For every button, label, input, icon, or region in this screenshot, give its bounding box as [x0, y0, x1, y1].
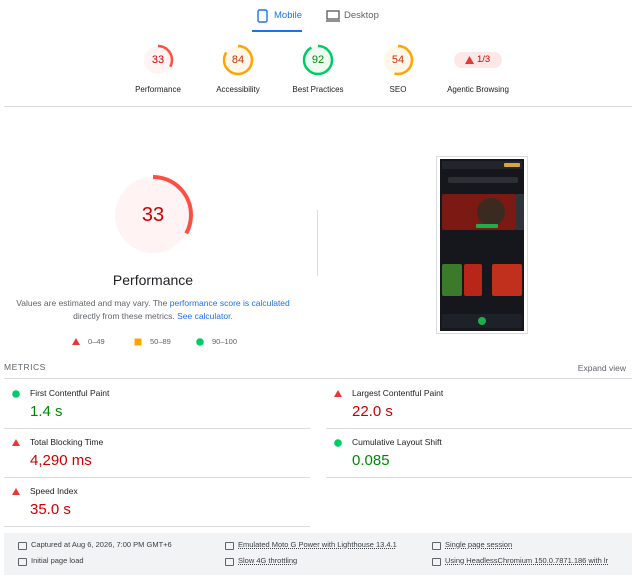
- footer-item: Initial page load: [31, 556, 84, 565]
- note-link[interactable]: See calculator.: [177, 311, 233, 321]
- tab-icon: [326, 10, 340, 22]
- metric-value: 0.085: [352, 452, 390, 469]
- metric-icon: [12, 488, 20, 495]
- gauge-score: 92: [312, 54, 324, 66]
- legend-icon: [134, 338, 142, 346]
- footer: [4, 533, 632, 575]
- category-gauge[interactable]: 54: [380, 42, 416, 78]
- gauge-arc: [142, 44, 174, 76]
- circle: [196, 338, 204, 346]
- footer-icon: [432, 558, 441, 566]
- note-text: Values are estimated and may vary. The: [16, 298, 168, 308]
- triangle: [12, 439, 20, 446]
- footer-icon: [18, 542, 27, 550]
- gauge-score: 33: [152, 54, 164, 66]
- category-gauge[interactable]: 92: [300, 42, 336, 78]
- gauge-bg: [144, 46, 172, 74]
- triangle: [72, 338, 80, 345]
- tab[interactable]: Desktop: [344, 10, 379, 21]
- metric-icon: [334, 390, 342, 397]
- category-label: Best Practices: [292, 85, 344, 94]
- gauge-arc: [113, 175, 193, 255]
- footer-icon: [225, 558, 234, 566]
- page-screenshot: [436, 156, 528, 334]
- metric-value: 1.4 s: [30, 403, 63, 420]
- metric-value: 4,290 ms: [30, 452, 92, 469]
- triangle: [334, 390, 342, 397]
- category-gauge[interactable]: 33: [140, 42, 176, 78]
- fail-icon: [465, 56, 474, 64]
- footer-icon: [18, 558, 27, 566]
- metric-icon: [12, 439, 20, 446]
- legend-icon: [72, 338, 80, 345]
- footer-item: Captured at Aug 6, 2026, 7:00 PM GMT+6: [31, 540, 172, 549]
- category-label: SEO: [389, 85, 407, 94]
- note-text: directly from these metrics.: [73, 311, 175, 321]
- gauge-score: 33: [142, 204, 164, 226]
- divider: [317, 210, 318, 276]
- gauge-score: 54: [392, 54, 404, 66]
- main-note: Values are estimated and may vary. The p…: [3, 297, 303, 323]
- expand-view[interactable]: Expand view: [577, 363, 626, 373]
- gauge-bg: [304, 46, 332, 74]
- metric-value: 22.0 s: [352, 403, 393, 420]
- divider: [4, 428, 310, 429]
- divider: [4, 477, 310, 478]
- triangle: [465, 56, 474, 64]
- divider: [326, 428, 632, 429]
- divider: [326, 477, 632, 478]
- metric-icon: [12, 390, 20, 398]
- metric-name: Total Blocking Time: [30, 437, 104, 447]
- footer-item: Single page session: [445, 540, 513, 549]
- gauge-bg: [224, 46, 252, 74]
- icon: [257, 9, 268, 23]
- gauge-bg: [115, 177, 191, 253]
- gauge-arc: [222, 44, 254, 76]
- category-label: Accessibility: [216, 85, 260, 94]
- category-label: Performance: [135, 85, 181, 94]
- category-label: Agentic Browsing: [447, 85, 509, 94]
- main-gauge: 33: [113, 175, 193, 255]
- footer-item: Emulated Moto G Power with Lighthouse 13…: [238, 540, 397, 549]
- tab[interactable]: Mobile: [274, 10, 302, 21]
- gauge-score: 84: [232, 54, 244, 66]
- legend-label: 0–49: [88, 337, 105, 346]
- metric-name: First Contentful Paint: [30, 388, 110, 398]
- footer-item: Using HeadlessChromium 150.0.7871.186 wi…: [445, 556, 609, 565]
- metrics-heading: METRICS: [4, 362, 46, 372]
- badge-score: 1/3: [477, 54, 491, 65]
- metric-name: Cumulative Layout Shift: [352, 437, 442, 447]
- metric-icon: [334, 439, 342, 447]
- category-badge[interactable]: 1/3: [454, 52, 502, 68]
- metric-name: Largest Contentful Paint: [352, 388, 444, 398]
- divider: [4, 526, 310, 527]
- footer-icon: [432, 542, 441, 550]
- gauge-arc: [382, 44, 414, 76]
- metric-name: Speed Index: [30, 486, 78, 496]
- legend-label: 50–89: [150, 337, 171, 346]
- category-gauge[interactable]: 84: [220, 42, 256, 78]
- gauge-bg: [384, 46, 412, 74]
- tab-icon: [257, 9, 268, 23]
- triangle: [12, 488, 20, 495]
- divider: [4, 106, 632, 107]
- note-link[interactable]: performance score is calculated: [169, 298, 290, 308]
- circle: [334, 439, 342, 447]
- gauge-arc: [302, 44, 334, 76]
- metric-value: 35.0 s: [30, 501, 71, 518]
- circle: [12, 390, 20, 398]
- legend-icon: [196, 338, 204, 346]
- tab-underline: [252, 30, 302, 32]
- footer-icon: [225, 542, 234, 550]
- footer-item: Slow 4G throttling: [238, 556, 298, 565]
- main-title: Performance: [112, 272, 194, 288]
- icon: [326, 10, 340, 20]
- divider: [4, 378, 632, 379]
- legend-label: 90–100: [212, 337, 238, 346]
- square: [134, 338, 142, 346]
